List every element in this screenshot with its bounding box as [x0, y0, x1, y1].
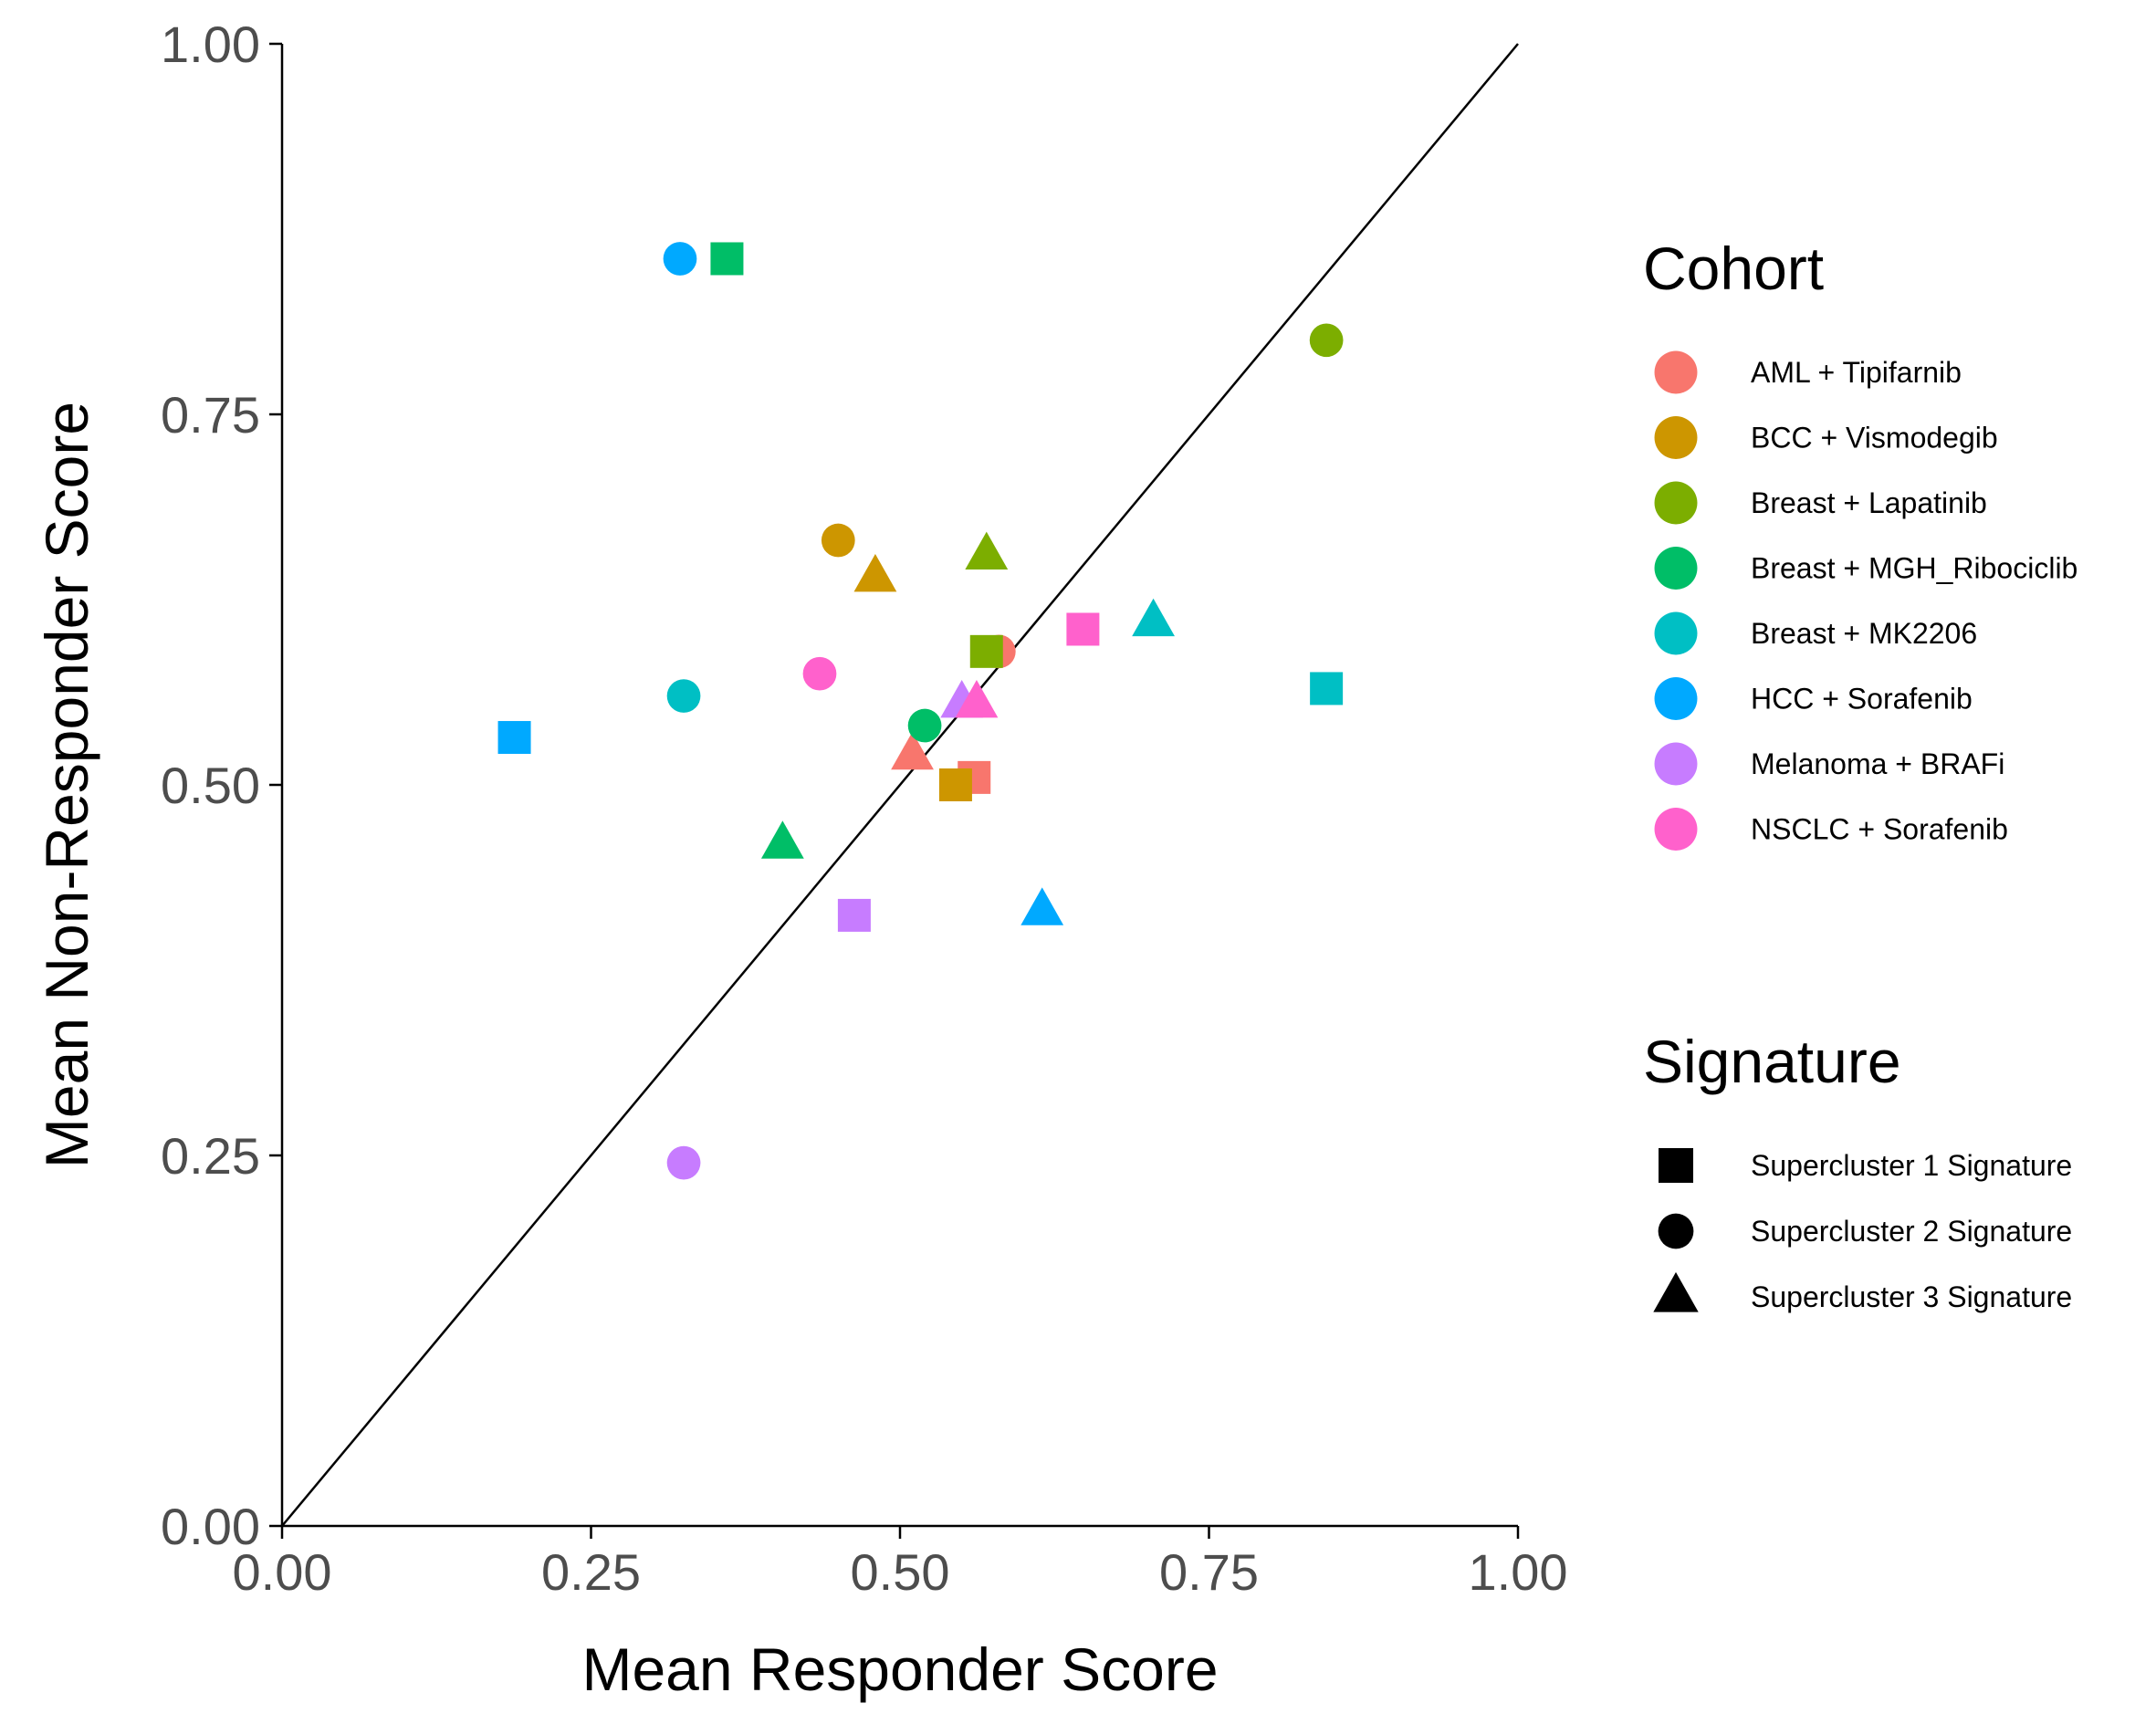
- legend-label-supercluster-1-signature: Supercluster 1 Signature: [1751, 1149, 2072, 1182]
- point-nsclc-sorafenib-triangle: [955, 680, 999, 718]
- signature-legend: Signature Supercluster 1 Signature Superc…: [1643, 1028, 2072, 1313]
- point-melanoma-brafi-square: [837, 898, 871, 932]
- y-axis-title: Mean Non-Responder Score: [33, 402, 100, 1168]
- legend-label-aml-tipifarnib: AML + Tipifarnib: [1751, 356, 1962, 389]
- x-tick-label: 0.75: [1159, 1543, 1259, 1601]
- points-layer: [497, 242, 1344, 1180]
- point-bcc-vismodegib-square: [938, 768, 972, 801]
- y-tick-label: 0.00: [161, 1498, 260, 1555]
- legend-key-breast-mk2206: [1654, 611, 1698, 655]
- axes: 0.00 0.25 0.50 0.75 1.00 0.00 0.25 0.50 0.75 1.0…: [161, 16, 1568, 1601]
- point-hcc-sorafenib-triangle: [1020, 887, 1064, 925]
- legend-key-breast-lapatinib: [1654, 481, 1698, 525]
- plot-area: [281, 43, 1519, 1527]
- point-bcc-vismodegib-triangle: [853, 553, 897, 592]
- point-breast-mk2206-circle: [666, 679, 701, 713]
- point-breast-mgh-ribociclib-triangle: [760, 820, 804, 859]
- point-breast-mk2206-triangle: [1132, 598, 1175, 637]
- point-hcc-sorafenib-circle: [663, 242, 697, 276]
- legend-label-supercluster-2-signature: Supercluster 2 Signature: [1751, 1215, 2072, 1248]
- legend-label-breast-mgh-ribociclib: Breast + MGH_Ribociclib: [1751, 552, 2078, 585]
- legend-label-melanoma-brafi: Melanoma + BRAFi: [1751, 747, 2004, 780]
- legend-label-breast-lapatinib: Breast + Lapatinib: [1751, 486, 1987, 519]
- point-breast-mgh-ribociclib-square: [710, 242, 744, 276]
- legend-key-supercluster-1-signature: [1659, 1148, 1693, 1183]
- point-breast-lapatinib-triangle: [965, 531, 1009, 570]
- y-tick-label: 0.25: [161, 1127, 260, 1185]
- legend-key-nsclc-sorafenib: [1654, 808, 1698, 851]
- point-nsclc-sorafenib-circle: [802, 656, 837, 691]
- x-tick-label: 1.00: [1469, 1543, 1568, 1601]
- y-tick-label: 0.75: [161, 386, 260, 444]
- legend-key-melanoma-brafi: [1654, 742, 1698, 786]
- legend-key-supercluster-2-signature: [1658, 1213, 1694, 1249]
- legend-key-supercluster-3-signature: [1653, 1271, 1699, 1312]
- x-axis-title: Mean Responder Score: [581, 1635, 1218, 1703]
- point-bcc-vismodegib-circle: [821, 523, 855, 558]
- legend-label-bcc-vismodegib: BCC + Vismodegib: [1751, 422, 1998, 455]
- y-tick-label: 1.00: [161, 16, 260, 73]
- y-axis-ticks: 0.00 0.25 0.50 0.75 1.00: [161, 16, 282, 1555]
- legend-key-hcc-sorafenib: [1654, 677, 1698, 720]
- point-melanoma-brafi-circle: [666, 1145, 701, 1180]
- legend-key-aml-tipifarnib: [1654, 350, 1698, 394]
- point-aml-tipifarnib-triangle: [891, 731, 934, 770]
- cohort-legend-title: Cohort: [1643, 235, 1824, 302]
- x-tick-label: 0.50: [851, 1543, 950, 1601]
- legend-label-hcc-sorafenib: HCC + Sorafenib: [1751, 683, 1973, 716]
- x-tick-label: 0.25: [541, 1543, 641, 1601]
- point-breast-lapatinib-circle: [1309, 323, 1344, 358]
- signature-legend-title: Signature: [1643, 1028, 1901, 1095]
- point-nsclc-sorafenib-square: [1066, 612, 1100, 646]
- x-axis-ticks: 0.00 0.25 0.50 0.75 1.00: [233, 1526, 1568, 1601]
- point-breast-mk2206-square: [1310, 672, 1344, 705]
- x-tick-label: 0.00: [233, 1543, 332, 1601]
- legend-key-bcc-vismodegib: [1654, 416, 1698, 459]
- legend-key-breast-mgh-ribociclib: [1654, 547, 1698, 590]
- legend-label-supercluster-3-signature: Supercluster 3 Signature: [1751, 1280, 2072, 1313]
- point-breast-lapatinib-square: [969, 634, 1003, 668]
- point-hcc-sorafenib-square: [497, 721, 531, 755]
- legend-label-nsclc-sorafenib: NSCLC + Sorafenib: [1751, 813, 2008, 846]
- point-breast-mgh-ribociclib-circle: [907, 708, 942, 743]
- identity-reference-line: [281, 43, 1519, 1527]
- legend-label-breast-mk2206: Breast + MK2206: [1751, 617, 1977, 650]
- y-tick-label: 0.50: [161, 757, 260, 814]
- cohort-legend: Cohort AML + Tipifarnib BCC + Vismodegib B…: [1643, 235, 2078, 851]
